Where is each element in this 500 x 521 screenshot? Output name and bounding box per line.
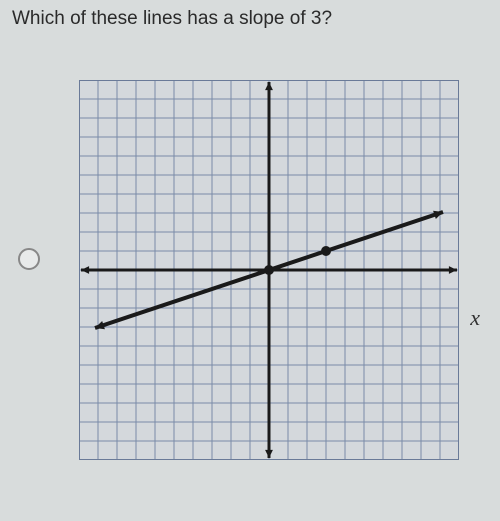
chart-container: y x	[12, 60, 488, 460]
answer-radio[interactable]	[18, 248, 40, 270]
question-text: Which of these lines has a slope of 3?	[12, 8, 488, 30]
x-axis-label: x	[470, 305, 480, 331]
coordinate-graph	[79, 80, 459, 460]
